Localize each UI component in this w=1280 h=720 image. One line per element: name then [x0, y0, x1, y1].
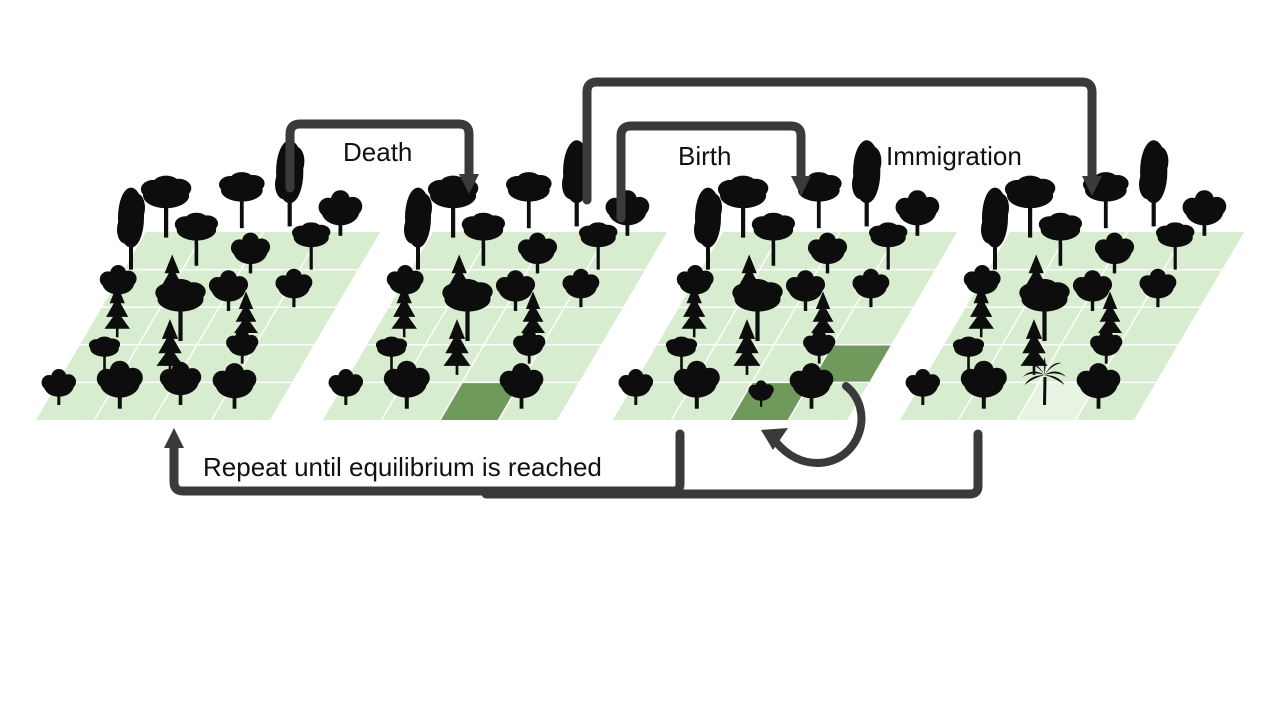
tree-silhouette-icon	[852, 140, 882, 227]
tree-silhouette-icon	[506, 172, 552, 229]
death-arrowhead	[459, 174, 479, 194]
repeat-label: Repeat until equilibrium is reached	[203, 452, 602, 482]
tree-silhouette-icon	[1139, 140, 1169, 227]
curved-arrow-icon	[772, 382, 866, 467]
forest-plot-initial-forest	[36, 140, 380, 421]
immigration-arrowhead	[1082, 176, 1102, 196]
forest-plot-after-immigration	[900, 140, 1244, 421]
birth-label: Birth	[678, 141, 731, 171]
death-arrow	[285, 119, 474, 193]
immigration-label: Immigration	[886, 141, 1022, 171]
birth-arrowhead	[791, 176, 811, 196]
immigrant-plot-cell	[1017, 382, 1098, 420]
grid-line	[729, 231, 841, 421]
repeat-arrowhead	[164, 428, 184, 448]
immigration-arrow	[582, 77, 1097, 205]
grid-line	[1016, 231, 1128, 421]
grid-line	[439, 231, 551, 421]
vacant-plot-cell	[440, 382, 521, 420]
forest-panels	[36, 140, 1244, 421]
curved-arrowhead	[761, 428, 788, 450]
process-arrows	[164, 77, 1102, 499]
death-label: Death	[343, 137, 412, 167]
birth-arrow	[616, 121, 806, 223]
forest-plot-after-birth	[613, 140, 957, 421]
tree-silhouette-icon	[219, 172, 265, 229]
forest-plot-after-death	[323, 140, 667, 421]
repeat-loop-arrow	[169, 429, 685, 496]
repeat-loop-arrow-return	[481, 429, 983, 499]
